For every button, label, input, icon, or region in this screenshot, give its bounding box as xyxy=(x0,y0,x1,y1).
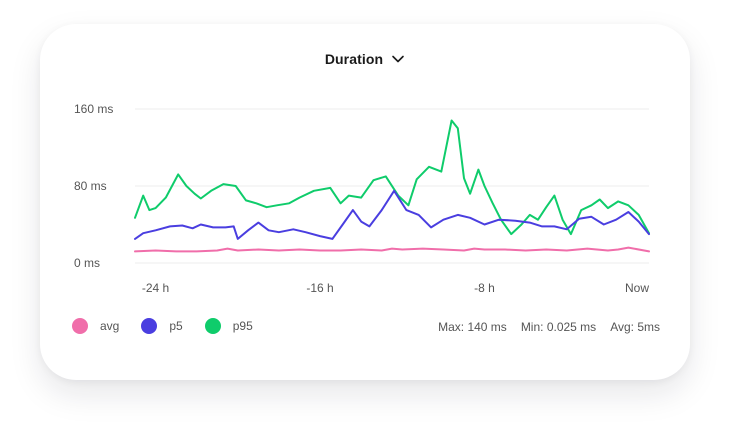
stat-max: Max: 140 ms xyxy=(438,320,507,334)
x-tick-label: -16 h xyxy=(306,281,333,295)
stat-avg: Avg: 5ms xyxy=(610,320,660,334)
y-tick-label: 80 ms xyxy=(74,179,107,193)
chart-title: Duration xyxy=(324,51,384,67)
legend-label-avg: avg xyxy=(100,319,120,333)
legend-dot-avg xyxy=(72,318,88,334)
series-line-p95 xyxy=(134,119,650,236)
legend-item-p95[interactable]: p95 xyxy=(204,318,253,334)
legend-dot-p5 xyxy=(141,318,158,334)
legend-dot-p95 xyxy=(204,318,221,334)
legend: avg p5 p95 xyxy=(72,318,253,334)
legend-item-p5[interactable]: p5 xyxy=(141,318,183,334)
series-line-p5 xyxy=(134,189,650,240)
legend-label-p95: p95 xyxy=(232,319,253,333)
legend-item-avg[interactable]: avg xyxy=(72,318,119,334)
stat-min: Min: 0.025 ms xyxy=(520,320,597,334)
chart-card: Duration 0 ms 80 ms 160 ms -24 h -16 h -8 h No… xyxy=(40,24,690,380)
x-tick-label: -24 h xyxy=(142,281,169,295)
series-line-avg xyxy=(134,246,650,253)
x-tick-label: Now xyxy=(625,281,649,295)
y-tick-label: 160 ms xyxy=(74,102,113,116)
x-tick-label: -8 h xyxy=(474,281,495,295)
chart-plot: 0 ms 80 ms 160 ms -24 h -16 h -8 h Now xyxy=(74,102,650,295)
chevron-down-icon xyxy=(392,55,404,63)
stats-summary: Max: 140 ms Min: 0.025 ms Avg: 5ms xyxy=(438,320,660,334)
metric-selector[interactable]: Duration xyxy=(40,48,690,70)
y-tick-label: 0 ms xyxy=(74,256,100,270)
legend-label-p5: p5 xyxy=(169,319,183,333)
